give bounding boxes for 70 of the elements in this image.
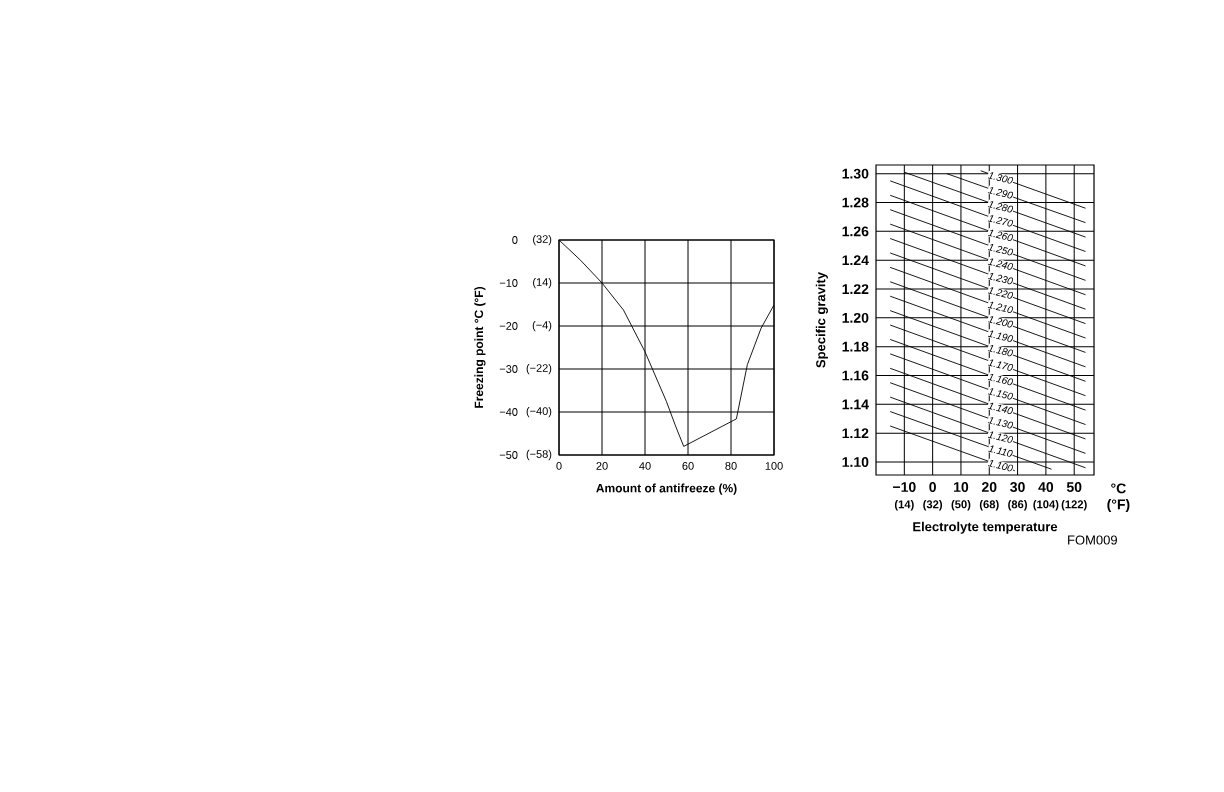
y-tick-label: 1.26 — [842, 226, 869, 237]
x-tick-label: −10 — [893, 482, 916, 492]
x2-tick-label: (50) — [951, 500, 971, 511]
x2-tick-label: (104) — [1033, 500, 1059, 511]
y-tick-label: −10 — [499, 279, 518, 287]
y2-tick-label: (14) — [533, 277, 552, 289]
y-tick-label: 1.24 — [842, 255, 869, 266]
text: 1.270 — [987, 215, 1014, 227]
x-tick-label: 80 — [725, 462, 737, 470]
y-tick-label: 1.22 — [842, 284, 869, 294]
text: 1.140 — [987, 402, 1014, 415]
text: °C (°F) — [1107, 483, 1130, 513]
text: 1.120 — [987, 431, 1014, 443]
x-tick-label: 20 — [596, 462, 608, 470]
text: 1.160 — [987, 373, 1014, 386]
x-tick-label: 20 — [981, 482, 997, 492]
x-tick-label: 50 — [1066, 482, 1082, 492]
y-tick-label: 1.12 — [842, 428, 869, 439]
y-tick-label: 0 — [512, 236, 518, 244]
y2-tick-label: (−22) — [526, 363, 552, 375]
x2-tick-label: (14) — [894, 500, 914, 511]
text: 1.150 — [987, 388, 1014, 400]
x2-tick-label: (68) — [979, 500, 999, 511]
y-tick-label: −40 — [499, 408, 518, 416]
x2-tick-label: (32) — [923, 500, 943, 511]
y-tick-label: 1.16 — [842, 370, 869, 381]
x-tick-label: 40 — [639, 462, 651, 470]
text: 1.290 — [987, 187, 1014, 199]
text: 1.230 — [987, 272, 1014, 285]
text: 1.200 — [987, 316, 1014, 328]
y-tick-label: 1.20 — [842, 312, 869, 323]
x-tick-label: 10 — [954, 482, 969, 492]
x-tick-label: 0 — [929, 482, 936, 492]
y-tick-label: −30 — [499, 365, 518, 373]
text: 1.210 — [987, 301, 1014, 314]
text: 1.240 — [987, 258, 1014, 270]
text: 1.260 — [987, 229, 1014, 241]
y-tick-label: −20 — [499, 322, 518, 330]
text: 1.110 — [988, 445, 1013, 457]
text: FOM009 — [1068, 535, 1117, 545]
y2-tick-label: (32) — [533, 234, 552, 246]
text: 1.220 — [987, 287, 1014, 299]
y-tick-label: 1.18 — [842, 341, 869, 352]
y-tick-label: 1.14 — [842, 399, 869, 410]
y-axis-title: Specific gravity — [815, 272, 828, 368]
x-tick-label: 40 — [1038, 482, 1054, 492]
text: 1.130 — [987, 417, 1014, 429]
text: 1.250 — [987, 244, 1014, 256]
x2-tick-label: (86) — [1008, 500, 1027, 511]
x-tick-label: 100 — [765, 462, 783, 470]
y-tick-label: 1.10 — [842, 457, 869, 467]
y-tick-label: −50 — [499, 451, 518, 459]
text: 1.280 — [987, 201, 1014, 213]
x2-tick-label: (122) — [1061, 500, 1087, 511]
y-tick-label: 1.28 — [842, 197, 869, 208]
x-tick-label: 60 — [682, 462, 694, 470]
x-axis-title: Amount of antifreeze (%) — [596, 483, 737, 495]
y-tick-label: 1.30 — [842, 168, 869, 179]
text: 1.180 — [987, 345, 1014, 357]
y-axis-title: Freezing point °C (°F) — [474, 286, 486, 408]
text: 1.100 — [987, 460, 1014, 472]
text: 1.190 — [987, 330, 1014, 342]
y2-tick-label: (−58) — [526, 449, 552, 461]
x-axis-title: Electrolyte temperature — [913, 521, 1058, 534]
x-tick-label: 0 — [556, 462, 562, 470]
y2-tick-label: (−4) — [532, 320, 552, 332]
text: 1.170 — [987, 359, 1014, 371]
text: 1.300 — [987, 172, 1014, 184]
y2-tick-label: (−40) — [526, 406, 552, 418]
x-tick-label: 30 — [1010, 482, 1025, 492]
